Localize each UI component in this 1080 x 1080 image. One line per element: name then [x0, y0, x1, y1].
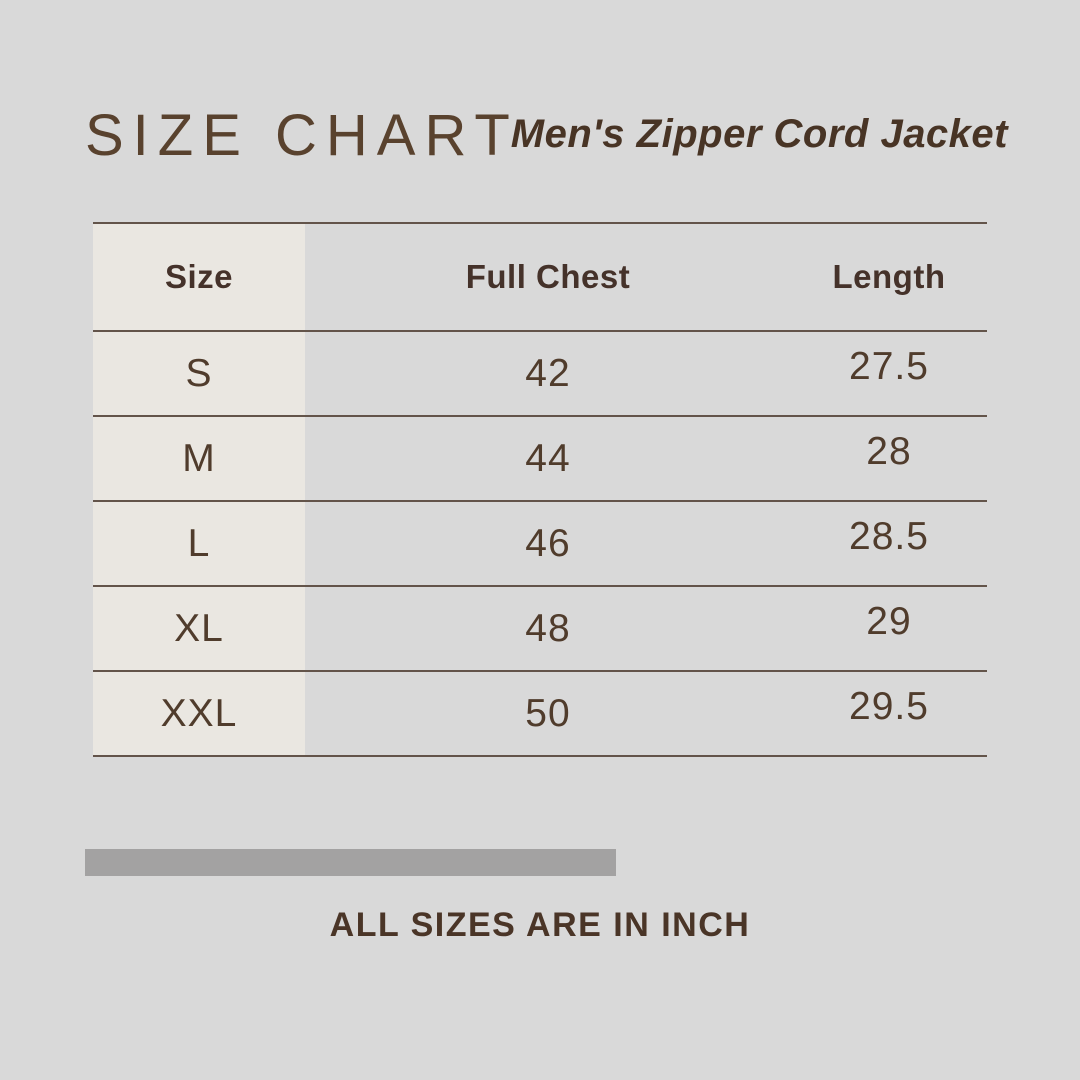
full-chest-value: 44 — [525, 436, 571, 480]
length-value: 28.5 — [849, 514, 929, 558]
table-row-xl: XL 48 29 — [93, 587, 987, 672]
size-label: S — [185, 351, 213, 395]
length-value: 27.5 — [849, 344, 929, 388]
table-row-s: S 42 27.5 — [93, 332, 987, 417]
full-chest-value: 50 — [525, 691, 571, 735]
column-header-length: Length — [832, 258, 946, 295]
table-row-l: L 46 28.5 — [93, 502, 987, 587]
full-chest-value: 42 — [525, 351, 571, 395]
size-label: M — [182, 436, 216, 480]
column-header-size: Size — [164, 258, 234, 295]
size-label: L — [187, 521, 211, 565]
column-header-full-chest: Full Chest — [465, 258, 631, 295]
size-label: XXL — [160, 691, 238, 735]
full-chest-value: 48 — [525, 606, 571, 650]
full-chest-value: 46 — [525, 521, 571, 565]
table-row-m: M 44 28 — [93, 417, 987, 502]
divider-bar — [85, 849, 616, 876]
length-value: 28 — [866, 429, 912, 473]
product-name: Men's Zipper Cord Jacket — [510, 112, 1008, 156]
length-value: 29 — [866, 599, 912, 643]
page-title: SIZE CHART — [85, 103, 519, 168]
table-row-xxl: XXL 50 29.5 — [93, 672, 987, 757]
size-label: XL — [174, 606, 224, 650]
size-table: Size Full Chest Length S 42 27.5 M 44 28… — [93, 222, 987, 757]
unit-footnote: ALL SIZES ARE IN INCH — [329, 906, 751, 944]
table-header-row: Size Full Chest Length — [93, 224, 987, 332]
size-column-highlight — [93, 224, 305, 757]
length-value: 29.5 — [849, 684, 929, 728]
